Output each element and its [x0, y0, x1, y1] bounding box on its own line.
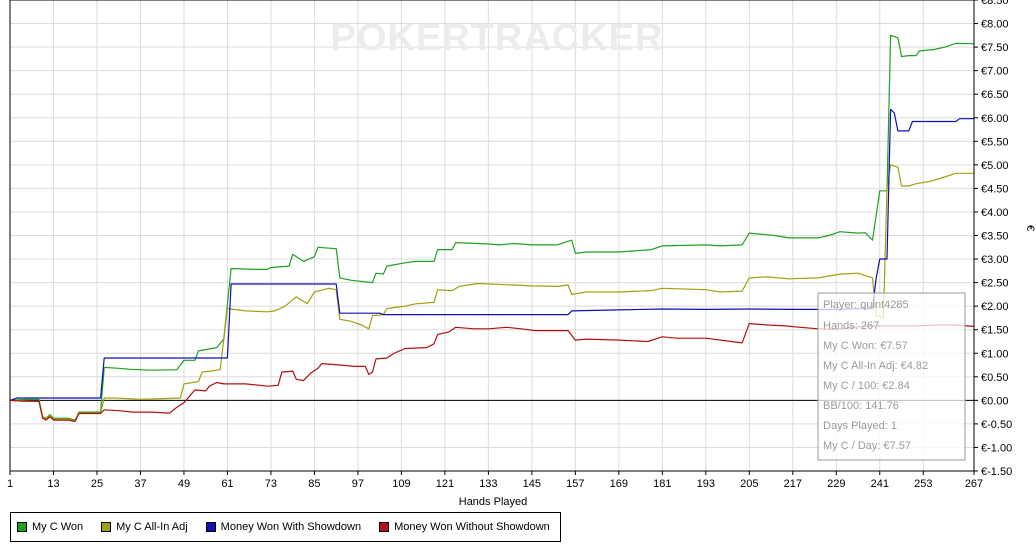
- legend-item-showdown[interactable]: Money Won With Showdown: [205, 521, 362, 533]
- tooltip-my-c-won: My C Won: €7.57: [823, 340, 908, 352]
- x-tick-label: 229: [827, 478, 845, 490]
- x-tick-label: 193: [697, 478, 715, 490]
- y-tick-label: €-1.00: [981, 442, 1012, 454]
- tooltip-my-c-per-day: My C / Day: €7.57: [823, 440, 911, 452]
- y-axis-label: €: [1024, 225, 1036, 231]
- y-tick-label: €1.00: [981, 348, 1009, 360]
- legend-label: Money Won Without Showdown: [394, 521, 550, 533]
- x-tick-label: 61: [221, 478, 233, 490]
- chart: POKERTRACKER 1 13 25 37 49 61 73 85 97 109 121 133 1…: [7, 0, 1036, 508]
- y-tick-label: €7.00: [981, 66, 1009, 78]
- x-tick-label: 253: [914, 478, 932, 490]
- legend-label: My C Won: [32, 521, 84, 533]
- y-tick-label: €6.50: [981, 89, 1009, 101]
- x-tick-label: 37: [134, 478, 146, 490]
- legend-swatch-my-c-won: [17, 522, 27, 532]
- tooltip-bb-per-100: BB/100: 141.76: [823, 400, 899, 412]
- tooltip-box: [817, 292, 966, 461]
- x-tick-label: 13: [47, 478, 59, 490]
- y-tick-label: €8.50: [981, 0, 1009, 7]
- legend-label: My C All-In Adj: [116, 521, 188, 533]
- y-tick-label: €5.00: [981, 160, 1009, 172]
- y-tick-label: €0.50: [981, 372, 1009, 384]
- y-tick-label: €4.50: [981, 183, 1009, 195]
- y-tick-label: €2.00: [981, 301, 1009, 313]
- series-line-2: [9, 108, 974, 401]
- y-tick-label: €6.00: [981, 113, 1009, 125]
- tooltip-days-played: Days Played: 1: [823, 420, 897, 432]
- tooltip-hands: Hands: 267: [823, 320, 879, 332]
- x-tick-label: 157: [566, 478, 584, 490]
- legend: My C Won My C All-In Adj Money Won With …: [10, 512, 561, 542]
- x-tick-label: 73: [265, 478, 277, 490]
- x-tick-label: 25: [91, 478, 103, 490]
- x-tick-label: 1: [7, 478, 13, 490]
- y-tick-label: €7.50: [981, 42, 1009, 54]
- x-axis-label: Hands Played: [459, 496, 528, 508]
- x-tick-label: 217: [784, 478, 802, 490]
- legend-item-non-showdown[interactable]: Money Won Without Showdown: [379, 521, 550, 533]
- legend-item-my-c-all-in-adj[interactable]: My C All-In Adj: [101, 521, 188, 533]
- series-line-3: [9, 323, 975, 423]
- tooltip-all-in-adj: My C All-In Adj: €4.82: [823, 360, 928, 372]
- y-tick-label: €3.50: [981, 231, 1009, 243]
- legend-item-my-c-won[interactable]: My C Won: [17, 521, 83, 533]
- x-tick-label: 97: [352, 478, 364, 490]
- y-tick-label: €-1.50: [981, 466, 1012, 478]
- x-tick-label: 49: [178, 478, 190, 490]
- x-tick-label: 267: [965, 478, 983, 490]
- legend-swatch-non-showdown: [379, 522, 390, 532]
- y-axis: €8.50 €8.00 €7.50 €7.00 €6.50 €6.00 €5.50 €5.00…: [974, 0, 1012, 478]
- legend-swatch-my-c-all-in-adj: [101, 522, 112, 532]
- x-tick-label: 241: [871, 478, 889, 490]
- y-tick-label: €-0.50: [981, 419, 1012, 431]
- y-tick-label: €0.00: [981, 395, 1009, 407]
- y-tick-label: €2.50: [981, 278, 1009, 290]
- x-tick-label: 85: [308, 478, 320, 490]
- legend-swatch-showdown: [205, 522, 216, 532]
- x-tick-label: 181: [653, 478, 671, 490]
- tooltip: Player: quint4285 Hands: 267 My C Won: €…: [817, 292, 966, 461]
- legend-label: Money Won With Showdown: [220, 521, 362, 533]
- y-tick-label: €5.50: [981, 136, 1009, 148]
- x-tick-label: 169: [610, 478, 628, 490]
- y-tick-label: €8.00: [981, 19, 1009, 31]
- x-tick-label: 133: [479, 478, 497, 490]
- x-tick-label: 121: [436, 478, 454, 490]
- series-line-1: [9, 164, 974, 422]
- series-line-0: [9, 34, 975, 421]
- watermark: POKERTRACKER: [331, 17, 664, 59]
- tooltip-my-c-per-100: My C / 100: €2.84: [823, 380, 910, 392]
- tooltip-player: Player: quint4285: [823, 299, 909, 311]
- x-tick-label: 145: [523, 478, 541, 490]
- y-tick-label: €4.00: [981, 207, 1009, 219]
- series-lines: [9, 34, 975, 423]
- x-axis: 1 13 25 37 49 61 73 85 97 109 121 133 145 157 169 181 19…: [7, 471, 983, 490]
- x-tick-label: 205: [740, 478, 758, 490]
- x-tick-label: 109: [392, 478, 410, 490]
- y-tick-label: €1.50: [981, 325, 1009, 337]
- y-tick-label: €3.00: [981, 254, 1009, 266]
